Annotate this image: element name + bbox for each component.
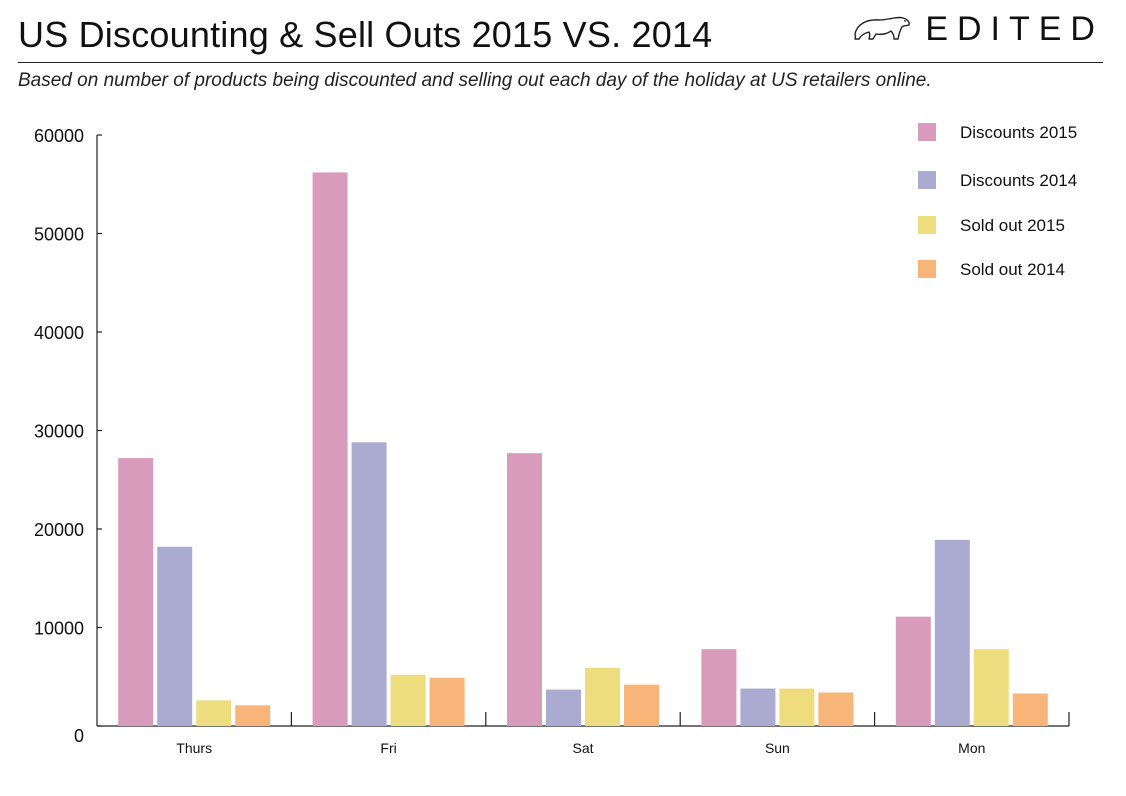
chart-bars [118, 172, 1048, 726]
y-tick-label: 50000 [34, 225, 84, 245]
bar-discounts-2015-sun [701, 649, 737, 726]
bar-sold-out-2014-sat [624, 684, 659, 726]
bar-sold-out-2015-sat [585, 667, 620, 726]
brand-name: EDITED [925, 10, 1104, 48]
x-category-label: Sun [765, 740, 790, 756]
x-category-label: Mon [958, 740, 985, 756]
bar-sold-out-2014-fri [429, 677, 465, 726]
bar-sold-out-2015-fri [390, 674, 426, 726]
legend-swatch [918, 171, 936, 189]
y-tick-label: 30000 [34, 422, 84, 442]
legend-swatch [918, 216, 936, 234]
bar-discounts-2014-thurs [157, 546, 193, 726]
bar-discounts-2014-mon [934, 539, 970, 726]
bar-discounts-2014-sun [740, 688, 776, 726]
bar-discounts-2014-sat [546, 689, 581, 726]
brand-logo: EDITED [851, 10, 1104, 49]
bar-discounts-2015-thurs [118, 458, 154, 726]
bar-discounts-2014-fri [351, 442, 387, 726]
legend-swatch [918, 260, 936, 278]
bar-sold-out-2015-thurs [196, 700, 232, 726]
bar-sold-out-2015-mon [973, 649, 1009, 726]
x-category-label: Sat [572, 740, 593, 756]
x-category-label: Fri [380, 740, 396, 756]
bar-sold-out-2014-sun [818, 692, 854, 726]
y-tick-label: 10000 [34, 619, 84, 639]
y-tick-label: 40000 [34, 323, 84, 343]
bar-sold-out-2015-sun [779, 688, 815, 726]
bar-discounts-2015-fri [312, 172, 348, 726]
legend-label: Sold out 2014 [960, 260, 1065, 279]
y-tick-label: 60000 [34, 126, 84, 146]
legend-swatch [918, 123, 936, 141]
legend-label: Discounts 2014 [960, 171, 1077, 190]
title-divider [18, 62, 1103, 63]
bar-sold-out-2014-thurs [235, 705, 271, 726]
bar-discounts-2015-sat [507, 453, 542, 726]
bar-sold-out-2014-mon [1012, 693, 1048, 726]
polar-bear-icon [851, 10, 913, 49]
y-tick-label: 0 [74, 726, 84, 746]
legend-label: Discounts 2015 [960, 123, 1077, 142]
chart-title: US Discounting & Sell Outs 2015 VS. 2014 [18, 14, 713, 55]
chart-legend: Discounts 2015 Discounts 2014 Sold out 201… [918, 123, 1077, 279]
bar-discounts-2015-mon [895, 616, 931, 726]
legend-label: Sold out 2015 [960, 216, 1065, 235]
x-category-label: Thurs [176, 740, 212, 756]
chart-subtitle: Based on number of products being discou… [18, 70, 932, 91]
y-tick-label: 20000 [34, 520, 84, 540]
